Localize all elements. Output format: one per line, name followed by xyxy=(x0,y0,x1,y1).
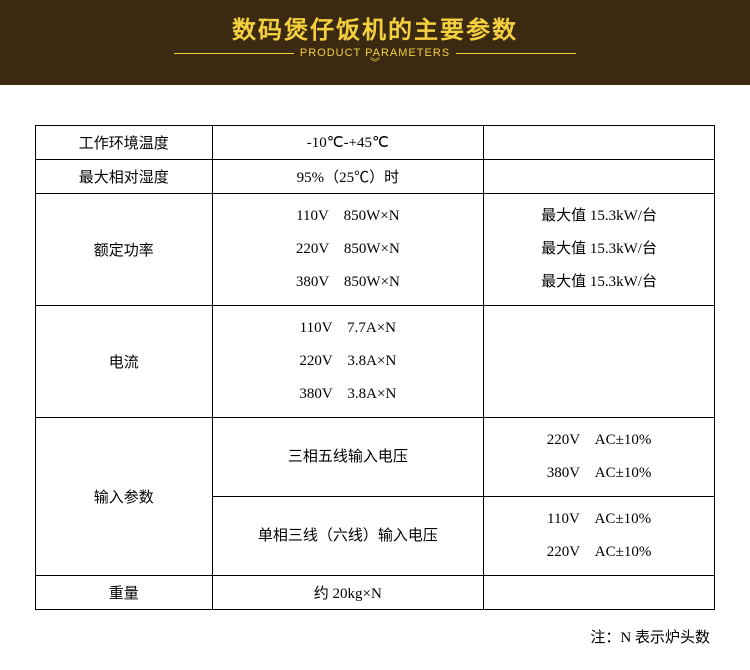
header-arrow-icon: ︾ xyxy=(0,61,750,67)
value-line: 220V 850W×N xyxy=(217,233,480,266)
cell-value: 95%（25℃）时 xyxy=(212,160,484,194)
cell-value: 约 20kg×N xyxy=(212,576,484,610)
value-line: 220V 3.8A×N xyxy=(217,345,480,378)
cell-label: 工作环境温度 xyxy=(36,126,213,160)
cell-label: 输入参数 xyxy=(36,418,213,576)
cell-value: 110V 850W×N 220V 850W×N 380V 850W×N xyxy=(212,194,484,306)
cell-label: 额定功率 xyxy=(36,194,213,306)
header-band: 数码煲仔饭机的主要参数 PRODUCT PARAMETERS ︾ xyxy=(0,0,750,85)
table-row: 重量 约 20kg×N xyxy=(36,576,715,610)
table-row: 电流 110V 7.7A×N 220V 3.8A×N 380V 3.8A×N xyxy=(36,306,715,418)
cell-value: -10℃-+45℃ xyxy=(212,126,484,160)
cell-extra: 220V AC±10% 380V AC±10% xyxy=(484,418,715,497)
table-row: 额定功率 110V 850W×N 220V 850W×N 380V 850W×N… xyxy=(36,194,715,306)
extra-line: 220V AC±10% xyxy=(488,424,710,457)
extra-line: 最大值 15.3kW/台 xyxy=(488,233,710,266)
header-subtitle: PRODUCT PARAMETERS xyxy=(0,47,750,59)
cell-extra xyxy=(484,160,715,194)
header-title: 数码煲仔饭机的主要参数 xyxy=(0,10,750,45)
parameters-table: 工作环境温度 -10℃-+45℃ 最大相对湿度 95%（25℃）时 额定功率 1… xyxy=(35,125,715,610)
extra-line: 最大值 15.3kW/台 xyxy=(488,200,710,233)
extra-line: 220V AC±10% xyxy=(488,536,710,569)
cell-extra xyxy=(484,306,715,418)
cell-value: 单相三线（六线）输入电压 xyxy=(212,497,484,576)
table-row: 最大相对湿度 95%（25℃）时 xyxy=(36,160,715,194)
value-line: 380V 3.8A×N xyxy=(217,378,480,411)
table-row: 工作环境温度 -10℃-+45℃ xyxy=(36,126,715,160)
extra-line: 最大值 15.3kW/台 xyxy=(488,266,710,299)
value-line: 110V 850W×N xyxy=(217,200,480,233)
parameters-table-wrap: 工作环境温度 -10℃-+45℃ 最大相对湿度 95%（25℃）时 额定功率 1… xyxy=(0,85,750,620)
cell-extra: 110V AC±10% 220V AC±10% xyxy=(484,497,715,576)
cell-extra: 最大值 15.3kW/台 最大值 15.3kW/台 最大值 15.3kW/台 xyxy=(484,194,715,306)
cell-value: 三相五线输入电压 xyxy=(212,418,484,497)
cell-value: 110V 7.7A×N 220V 3.8A×N 380V 3.8A×N xyxy=(212,306,484,418)
cell-extra xyxy=(484,126,715,160)
extra-line: 110V AC±10% xyxy=(488,503,710,536)
footnote: 注：N 表示炉头数 xyxy=(0,620,750,647)
cell-extra xyxy=(484,576,715,610)
extra-line: 380V AC±10% xyxy=(488,457,710,490)
table-row: 输入参数 三相五线输入电压 220V AC±10% 380V AC±10% xyxy=(36,418,715,497)
value-line: 380V 850W×N xyxy=(217,266,480,299)
cell-label: 最大相对湿度 xyxy=(36,160,213,194)
cell-label: 电流 xyxy=(36,306,213,418)
cell-label: 重量 xyxy=(36,576,213,610)
value-line: 110V 7.7A×N xyxy=(217,312,480,345)
